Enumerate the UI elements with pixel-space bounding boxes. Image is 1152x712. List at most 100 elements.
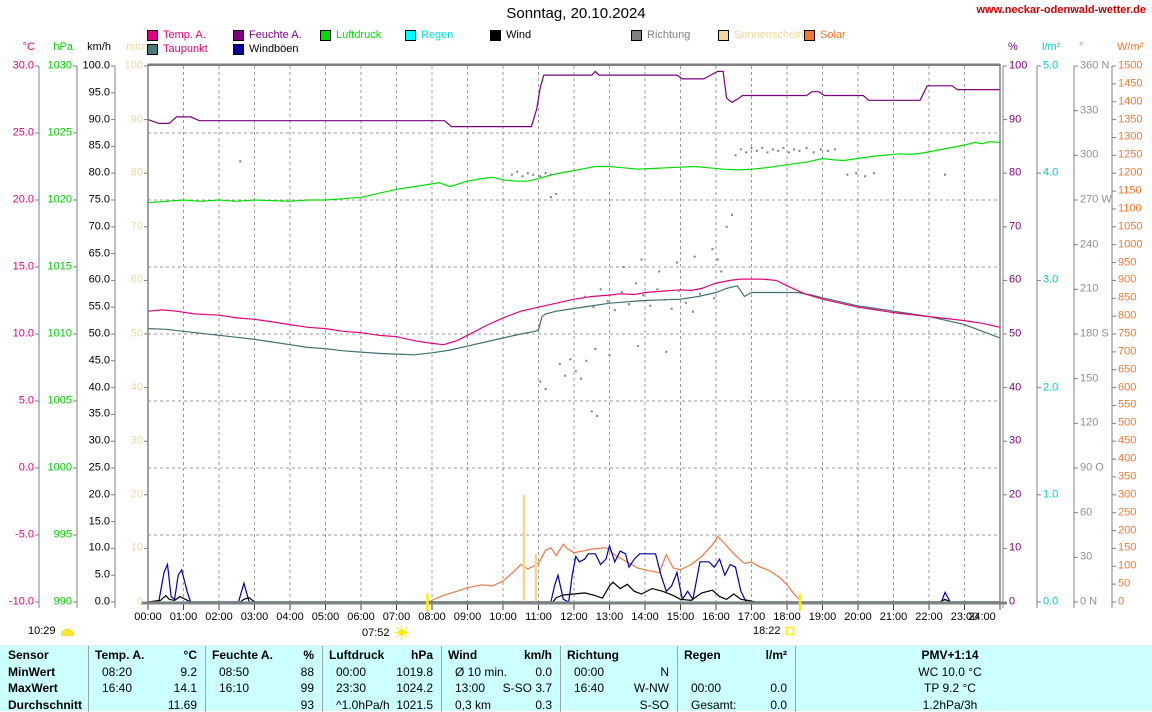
axis-tick-label-deg: 120: [1080, 416, 1099, 429]
wind-direction-dot: [622, 266, 625, 268]
wind-direction-dot: [819, 148, 822, 151]
wind-direction-dot: [620, 291, 623, 294]
table-cell: 88: [300, 664, 314, 679]
chart-legend-row-1: Temp. A. Feuchte A. Luftdruck Regen Wind Rich…: [0, 30, 1152, 43]
wind-direction-dot: [608, 353, 611, 356]
axis-tick-label-wm2: 1350: [1118, 113, 1143, 126]
series-feuchte: [147, 70, 1000, 128]
wind-direction-dot: [532, 173, 535, 176]
legend-swatch-icon: [490, 30, 501, 41]
axis-tick-label-kmh: 80.0: [88, 166, 110, 179]
series-windboeen: [148, 543, 1000, 603]
table-column-divider: [441, 646, 442, 712]
wind-direction-dot: [555, 193, 558, 196]
wind-direction-dot: [549, 173, 552, 176]
website-link[interactable]: www.neckar-odenwald-wetter.de: [976, 4, 1146, 16]
legend-swatch-icon: [320, 30, 331, 41]
axis-tick-label-min: 60: [130, 273, 143, 286]
wind-direction-dot: [761, 146, 764, 149]
axis-tick-label-pct: 10: [1009, 541, 1022, 554]
axis-tick-label-lm2: 4.0: [1043, 166, 1059, 179]
wind-direction-dot: [677, 289, 680, 292]
sunrise-time: 07:52: [362, 626, 390, 639]
series-taupunkt: [147, 285, 1001, 356]
table-cell: 16:40: [574, 681, 605, 695]
wind-direction-dot: [745, 151, 748, 154]
axis-tick-label-min: 90: [130, 113, 143, 126]
x-axis-hour-label: 12:00: [560, 611, 588, 623]
table-cell: 16:40: [102, 681, 133, 695]
legend-label: Taupunkt: [163, 43, 208, 55]
table-cell: N: [660, 664, 669, 679]
axis-tick-label-kmh: 95.0: [88, 86, 110, 99]
wind-direction-dot: [635, 282, 638, 285]
axis-tick-label-pct: 60: [1009, 273, 1022, 286]
axis-tick-label-hpa: 1005: [47, 394, 72, 407]
table-col-unit: °C: [183, 648, 197, 662]
legend-item-windb-en: Windböen: [233, 44, 299, 55]
axis-tick-label-hpa: 1000: [47, 461, 72, 474]
table-cell: WC 10.0 °C: [918, 664, 982, 679]
moon-dome-icon: [60, 628, 74, 636]
wind-direction-dot: [640, 258, 643, 261]
axis-tick-label-kmh: 35.0: [88, 407, 110, 420]
axis-tick-label-pct: 30: [1009, 434, 1022, 447]
x-axis-hour-label: 06:00: [347, 611, 375, 623]
wind-direction-dot: [734, 154, 737, 157]
legend-swatch-icon: [147, 30, 158, 41]
axis-tick-label-wm2: 1300: [1118, 130, 1143, 143]
table-cell: 11.69: [167, 697, 197, 712]
axis-tick-label-lm2: 2.0: [1043, 381, 1059, 394]
table-col-title: Regen: [684, 648, 721, 662]
axis-tick-label-min: 40: [130, 381, 143, 394]
axis-tick-label-kmh: 45.0: [88, 354, 110, 367]
wind-direction-dot: [594, 347, 597, 350]
wind-direction-dot: [670, 307, 673, 310]
table-col-title: Temp. A.: [95, 648, 145, 662]
wind-direction-dot: [826, 149, 829, 152]
axis-tick-label-wm2: 200: [1118, 524, 1137, 537]
table-col-unit: hPa: [410, 648, 433, 662]
axis-tick-label-kmh: 85.0: [88, 139, 110, 152]
wind-direction-dot: [516, 170, 519, 173]
axis-unit-label-lm2: l/m²: [1042, 41, 1061, 53]
x-axis-hour-label: 19:00: [808, 611, 837, 623]
axis-tick-label-kmh: 0.0: [94, 595, 110, 608]
table-column-divider: [322, 646, 323, 712]
axis-tick-label-kmh: 50.0: [88, 327, 110, 340]
wind-direction-dot: [521, 175, 524, 178]
wind-direction-dot: [675, 261, 678, 264]
table-cell: 93: [300, 697, 314, 712]
series-wind: [147, 581, 1000, 603]
wind-direction-dot: [864, 175, 867, 178]
axis-tick-label-wm2: 450: [1118, 434, 1137, 447]
axis-tick-label-wm2: 1500: [1118, 59, 1143, 72]
wind-direction-dot: [590, 410, 593, 413]
table-column-divider: [88, 646, 89, 712]
table-cell: 16:10: [219, 681, 250, 695]
table-cell: 13:00: [455, 681, 486, 695]
x-axis-hour-label: 05:00: [311, 611, 340, 623]
axis-tick-label-kmh: 60.0: [88, 273, 110, 286]
wind-direction-dot: [711, 248, 714, 251]
x-axis-hour-label: 17:00: [737, 611, 766, 623]
axis-tick-label-hpa: 1015: [47, 260, 72, 273]
sunset-axis-tick: [798, 594, 802, 611]
axis-tick-label-kmh: 65.0: [88, 247, 110, 260]
sunset-square-icon: [785, 626, 794, 636]
wind-direction-dot: [691, 310, 694, 313]
wind-direction-dot: [755, 149, 758, 152]
chart-legend-row-2: Taupunkt Windböen: [0, 44, 1152, 57]
axis-tick-label-wm2: 750: [1118, 327, 1137, 340]
moonrise-time-marker: 10:29: [28, 625, 75, 637]
axis-unit-label-wm2: W/m²: [1117, 41, 1144, 53]
table-cell: 1019.8: [396, 664, 433, 679]
wind-direction-dot: [636, 344, 639, 347]
table-col-title: Luftdruck: [329, 648, 385, 662]
legend-swatch-icon: [804, 30, 815, 41]
table-cell: 23:30: [336, 681, 367, 695]
axis-tick-label-hpa: 995: [53, 528, 72, 541]
axis-tick-label-wm2: 850: [1118, 291, 1137, 304]
wind-direction-dot: [684, 301, 687, 304]
axis-tick-label-min: 10: [130, 541, 143, 554]
